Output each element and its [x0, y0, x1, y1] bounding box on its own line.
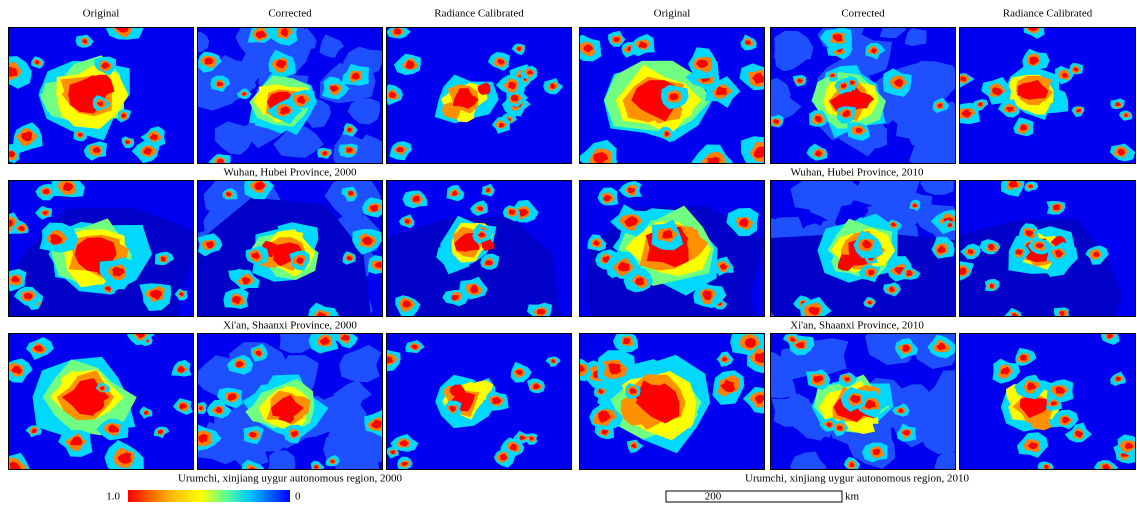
row-caption: Xi'an, Shaanxi Province, 2010 [790, 320, 924, 332]
row-caption: Xi'an, Shaanxi Province, 2000 [223, 320, 357, 332]
row-caption: Urumchi, xinjiang uygur autonomous regio… [178, 473, 402, 485]
colorbar-max-label: 1.0 [106, 491, 120, 503]
image-panel [378, 333, 572, 472]
row-caption: Wuhan, Hubei Province, 2010 [790, 167, 924, 179]
town-light [537, 309, 546, 315]
column-header: Radiance Calibrated [434, 8, 524, 20]
image-panel [172, 11, 392, 177]
scale-bar-label: 200 [705, 491, 722, 503]
town-light [707, 157, 720, 168]
image-panel [569, 327, 779, 470]
figure: 1.0 0 200 km Original Corrected Radiance C… [0, 0, 1137, 509]
column-header: Corrected [268, 8, 312, 20]
column-header: Original [83, 8, 120, 20]
haze [920, 170, 956, 195]
town-light [1053, 205, 1060, 211]
column-header: Corrected [841, 8, 885, 20]
colorbar [128, 490, 290, 502]
town-light [958, 267, 967, 275]
column-header: Original [654, 8, 691, 20]
row-caption: Wuhan, Hubei Province, 2000 [223, 167, 357, 179]
image-panel [959, 327, 1137, 477]
image-panel [747, 10, 983, 185]
image-panel [573, 27, 782, 177]
town-light [394, 28, 401, 34]
image-panel [951, 18, 1136, 164]
image-panel [753, 314, 988, 483]
column-header: Radiance Calibrated [1003, 8, 1093, 20]
town-light [205, 58, 213, 65]
row-caption: Urumchi, xinjiang uygur autonomous regio… [745, 473, 969, 485]
image-panel [0, 13, 194, 164]
image-panel [188, 320, 395, 480]
scale-bar-unit: km [845, 491, 860, 503]
image-panel [0, 326, 194, 481]
town-light [669, 93, 678, 100]
town-light [1020, 355, 1026, 361]
colorbar-min-label: 0 [295, 491, 301, 503]
scale-bar [666, 491, 842, 502]
image-panel [380, 21, 572, 164]
